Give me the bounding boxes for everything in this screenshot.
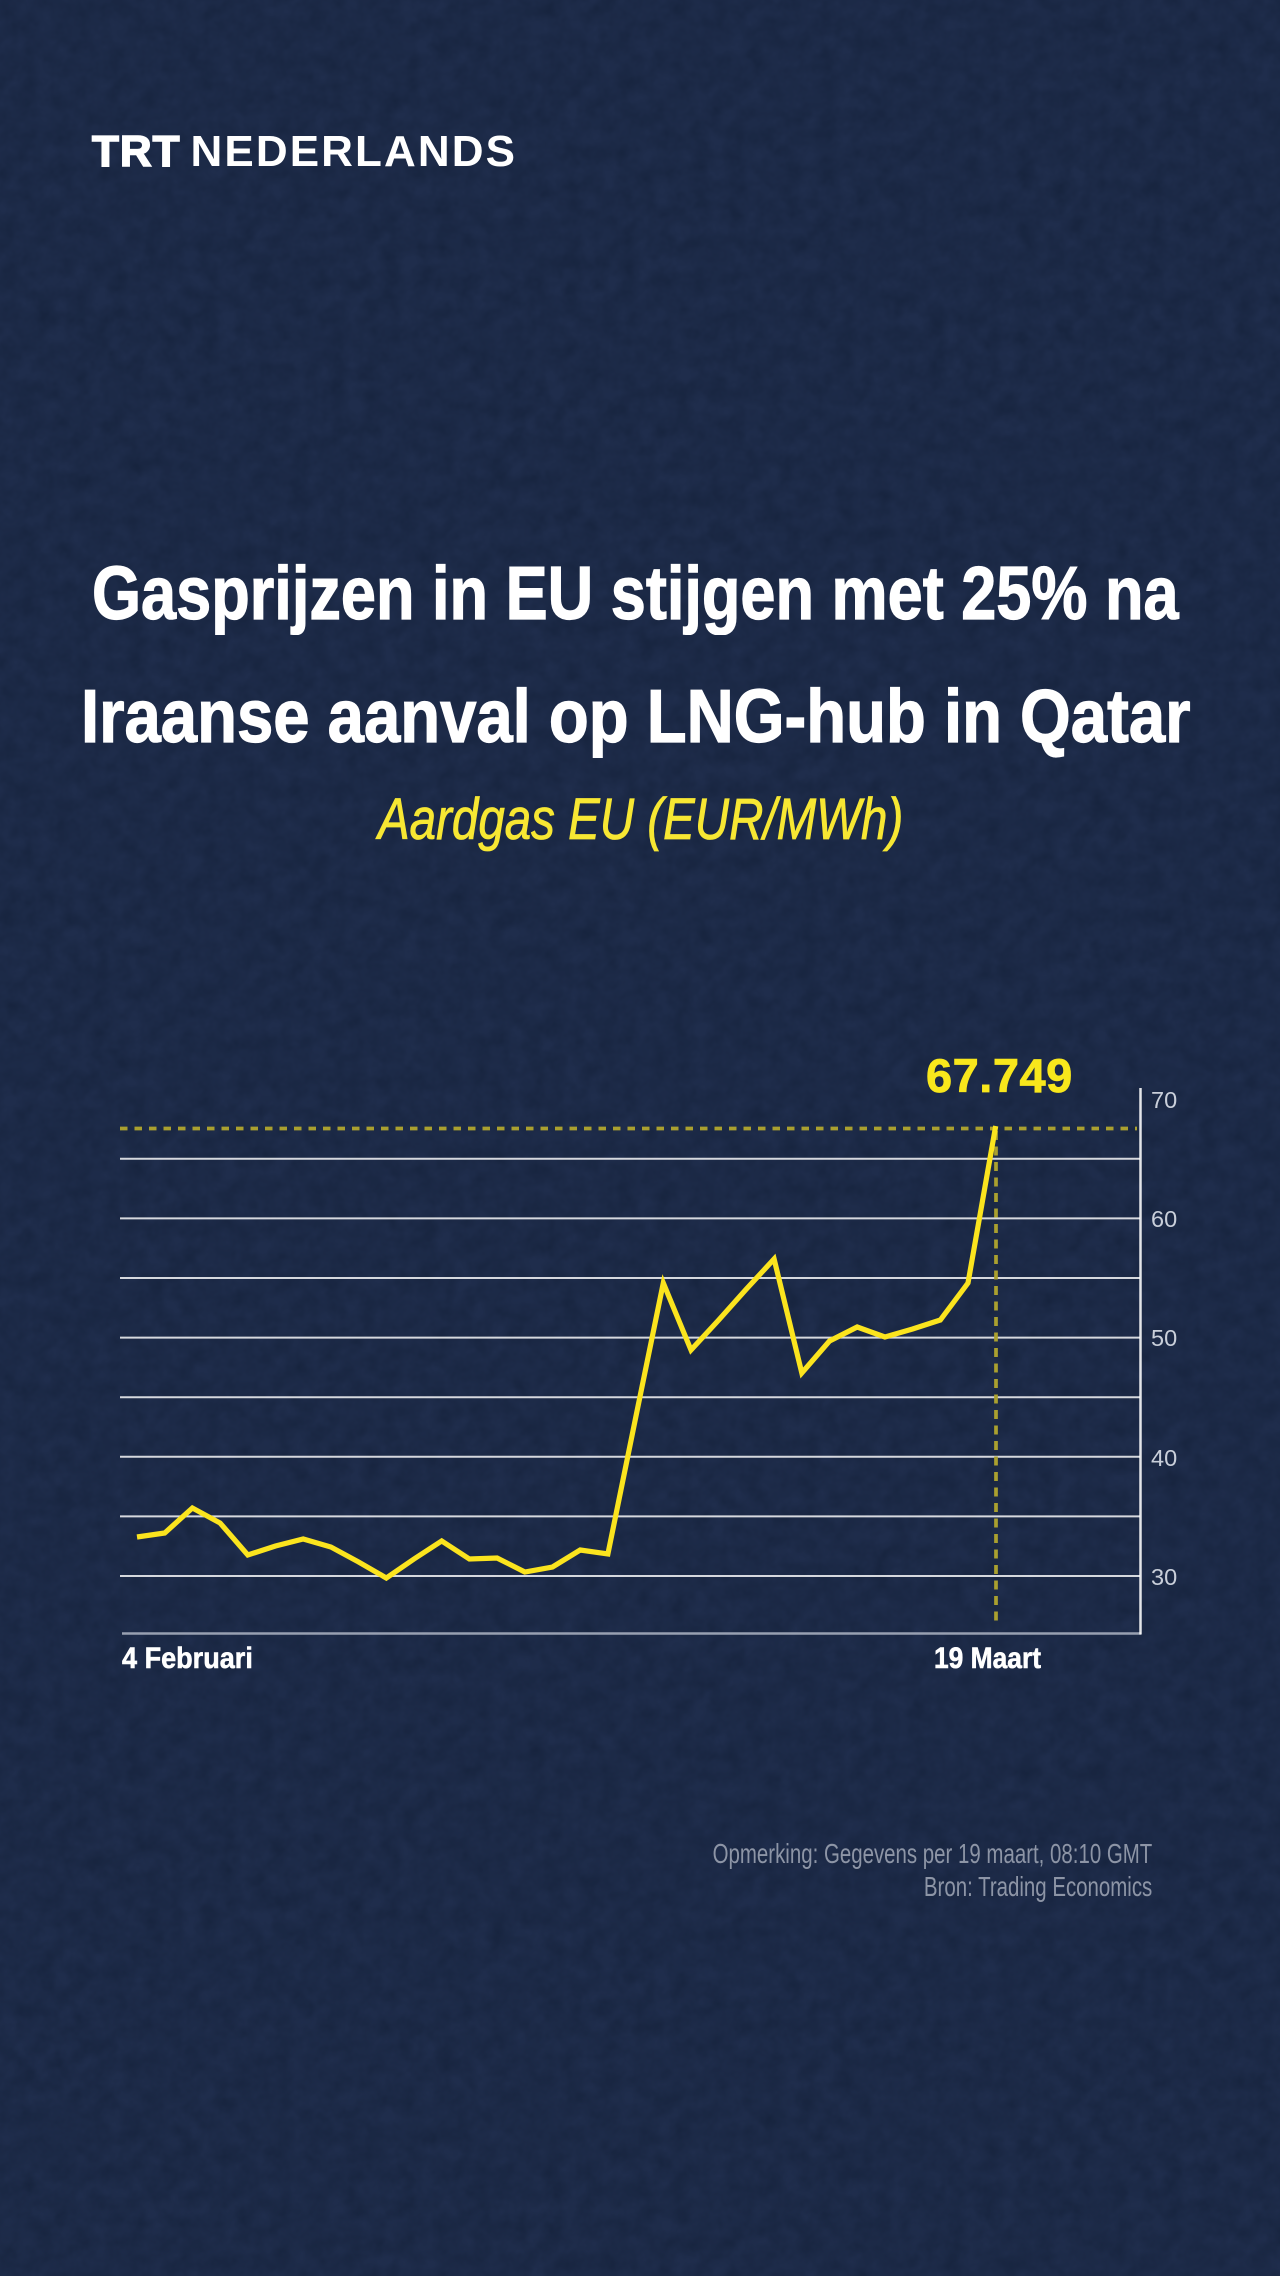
svg-text:60: 60	[1151, 1206, 1177, 1232]
svg-text:70: 70	[1151, 1087, 1177, 1113]
svg-text:50: 50	[1151, 1325, 1177, 1351]
svg-text:40: 40	[1151, 1445, 1177, 1471]
svg-text:30: 30	[1151, 1564, 1177, 1590]
